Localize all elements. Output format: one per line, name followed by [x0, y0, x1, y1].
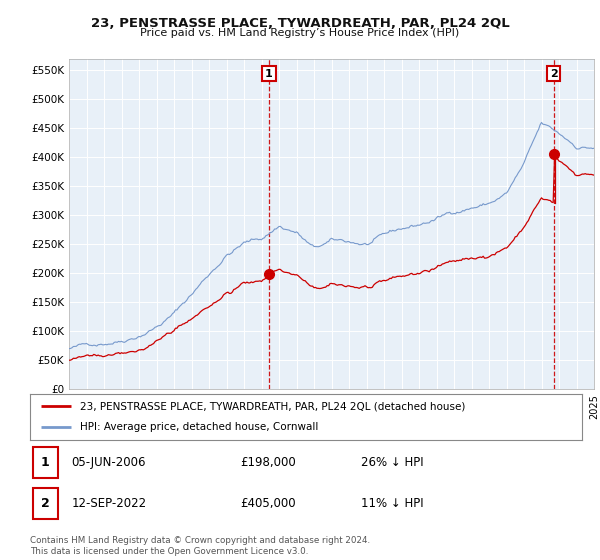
Text: 2: 2 — [550, 69, 557, 79]
Text: 23, PENSTRASSE PLACE, TYWARDREATH, PAR, PL24 2QL: 23, PENSTRASSE PLACE, TYWARDREATH, PAR, … — [91, 17, 509, 30]
Text: £198,000: £198,000 — [240, 456, 296, 469]
Text: 1: 1 — [265, 69, 273, 79]
Text: HPI: Average price, detached house, Cornwall: HPI: Average price, detached house, Corn… — [80, 422, 318, 432]
Text: 23, PENSTRASSE PLACE, TYWARDREATH, PAR, PL24 2QL (detached house): 23, PENSTRASSE PLACE, TYWARDREATH, PAR, … — [80, 401, 465, 411]
Text: 11% ↓ HPI: 11% ↓ HPI — [361, 497, 424, 510]
Text: 05-JUN-2006: 05-JUN-2006 — [71, 456, 146, 469]
Text: Contains HM Land Registry data © Crown copyright and database right 2024.
This d: Contains HM Land Registry data © Crown c… — [30, 536, 370, 556]
Text: Price paid vs. HM Land Registry’s House Price Index (HPI): Price paid vs. HM Land Registry’s House … — [140, 28, 460, 38]
FancyBboxPatch shape — [33, 488, 58, 519]
Text: 26% ↓ HPI: 26% ↓ HPI — [361, 456, 424, 469]
Text: 12-SEP-2022: 12-SEP-2022 — [71, 497, 146, 510]
Text: £405,000: £405,000 — [240, 497, 295, 510]
Text: 2: 2 — [41, 497, 50, 510]
Text: 1: 1 — [41, 456, 50, 469]
FancyBboxPatch shape — [33, 447, 58, 478]
